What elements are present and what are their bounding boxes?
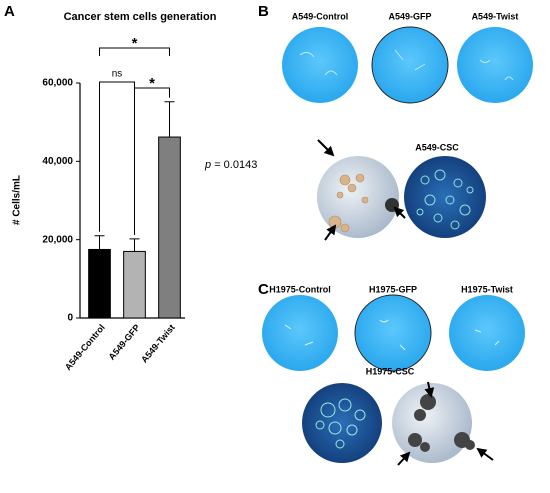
micrograph bbox=[449, 295, 525, 371]
error-bar bbox=[94, 235, 105, 250]
significance-label: * bbox=[132, 35, 138, 52]
image-label: A549-CSC bbox=[415, 142, 459, 152]
x-tick-label: A549-GFP bbox=[107, 322, 142, 361]
y-tick-label: 60,000 bbox=[42, 78, 73, 89]
image-label: H1975-GFP bbox=[369, 284, 417, 294]
image-label: A549-GFP bbox=[388, 11, 431, 21]
panel-c: H1975-Control H1975-GFP H1975-Twist H197… bbox=[262, 284, 525, 466]
micrograph bbox=[282, 27, 358, 103]
significance-label: * bbox=[149, 75, 155, 92]
error-bar bbox=[164, 101, 175, 138]
bar bbox=[158, 136, 181, 319]
panel-label: C bbox=[258, 281, 269, 298]
significance-bracket bbox=[99, 81, 135, 235]
significance-label: ns bbox=[112, 69, 123, 80]
arrow bbox=[424, 381, 435, 398]
spheroids-dark bbox=[408, 394, 475, 452]
y-axis-label: # Cells/mL bbox=[12, 175, 23, 225]
micrograph bbox=[404, 156, 486, 238]
p-symbol: p bbox=[204, 159, 211, 171]
panel-b: A549-Control A549-GFP A549-Twist A549-CS… bbox=[282, 11, 533, 241]
image-label: H1975-Control bbox=[269, 284, 331, 294]
micrograph bbox=[354, 294, 432, 372]
chart-title: Cancer stem cells generation bbox=[64, 11, 217, 23]
y-tick-label: 20,000 bbox=[42, 234, 73, 245]
p-text: = 0.0143 bbox=[214, 159, 257, 171]
arrow bbox=[317, 139, 335, 157]
arrow bbox=[476, 447, 494, 461]
y-tick-label: 40,000 bbox=[42, 156, 73, 167]
micrograph bbox=[262, 295, 338, 371]
image-label: A549-Twist bbox=[472, 11, 519, 21]
cell-texture bbox=[284, 319, 500, 351]
bar bbox=[88, 248, 111, 319]
significance-bracket bbox=[134, 87, 170, 235]
image-label: A549-Control bbox=[292, 11, 349, 21]
micrograph bbox=[371, 26, 449, 104]
arrow bbox=[324, 224, 337, 241]
spheroids bbox=[328, 173, 369, 233]
spheroids bbox=[315, 398, 366, 449]
panel-label: A bbox=[4, 3, 15, 20]
micrograph bbox=[457, 27, 533, 103]
panel-label: B bbox=[258, 3, 269, 20]
bar bbox=[123, 250, 146, 319]
spheroids bbox=[416, 169, 474, 230]
significance-bracket bbox=[99, 47, 170, 56]
cell-texture bbox=[299, 49, 514, 81]
image-label: H1975-CSC bbox=[366, 366, 415, 376]
image-label: H1975-Twist bbox=[461, 284, 513, 294]
y-tick-label: 0 bbox=[67, 313, 73, 324]
x-tick-label: A549-Control bbox=[63, 322, 107, 372]
arrow bbox=[397, 451, 411, 466]
micrograph bbox=[302, 383, 382, 463]
error-bar bbox=[129, 238, 140, 252]
micrograph bbox=[392, 383, 472, 463]
x-tick-label: A549-Twist bbox=[139, 322, 177, 364]
micrograph bbox=[317, 156, 399, 238]
arrow bbox=[393, 206, 406, 219]
p-value: p = 0.0143 bbox=[204, 159, 257, 171]
